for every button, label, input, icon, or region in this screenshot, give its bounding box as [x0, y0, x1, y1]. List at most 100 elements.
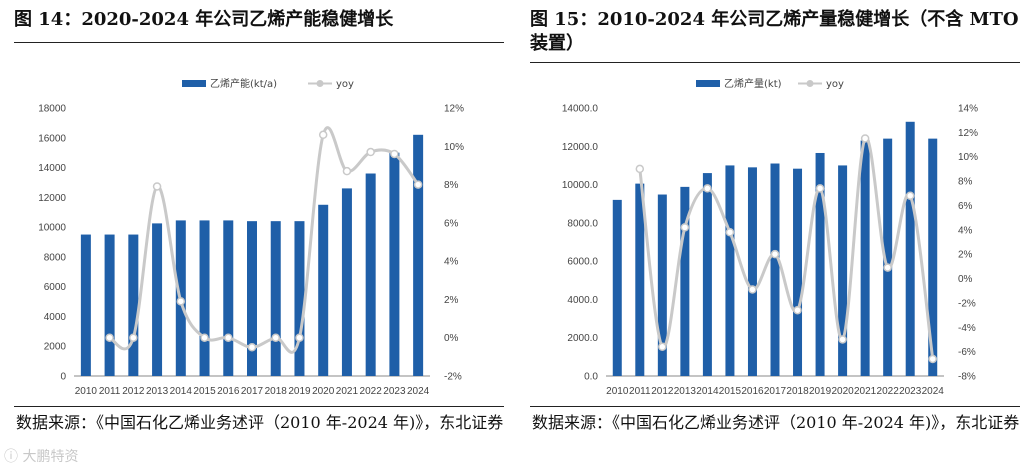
- bar-series: [80, 134, 424, 376]
- right-tick-label: -4%: [958, 323, 976, 334]
- left-tick-label: 2000.0: [567, 333, 598, 344]
- right-tick-label: -6%: [958, 347, 976, 358]
- bar: [199, 220, 210, 376]
- legend-line-label: yoy: [826, 79, 844, 90]
- left-tick-label: 0.0: [584, 372, 598, 383]
- yoy-point: [793, 305, 802, 315]
- figure-14-panel: 图 14：2020-2024 年公司乙烯产能稳健增长 乙烯产能(kt/a) yoy…: [14, 0, 514, 474]
- bar: [725, 165, 735, 376]
- left-tick-label: 4000: [44, 312, 67, 323]
- x-tick-label: 2018: [265, 386, 288, 397]
- right-tick-label: 6%: [958, 201, 973, 212]
- figure-14-source: 数据来源：《中国石化乙烯业务述评（2010 年-2024 年)》，东北证券: [16, 413, 504, 432]
- yoy-point: [680, 223, 690, 232]
- x-tick-label: 2014: [170, 386, 193, 397]
- bar: [612, 199, 622, 376]
- x-tick-label: 2020: [312, 386, 335, 397]
- bar: [247, 221, 257, 376]
- capacity-chart-svg: 乙烯产能(kt/a) yoy 0 2000 4000 6000 8000 10000 12000…: [38, 77, 464, 397]
- yoy-point: [318, 130, 328, 140]
- bar: [294, 221, 305, 376]
- bar: [223, 220, 234, 376]
- yoy-point: [883, 263, 892, 272]
- bar: [905, 121, 915, 376]
- bar: [747, 167, 757, 376]
- x-tick-label: 2021: [336, 386, 359, 397]
- figure-15-source: 数据来源：《中国石化乙烯业务述评（2010 年-2024 年)》，东北证券: [532, 413, 1020, 432]
- legend-bar-label: 乙烯产量(kt): [724, 77, 782, 90]
- left-tick-label: 6000: [44, 282, 67, 293]
- x-tick-label: 2016: [217, 386, 240, 397]
- left-tick-label: 0: [60, 372, 66, 383]
- legend-line-marker: [316, 80, 324, 87]
- right-axis-ticks: -2% 0% 2% 4% 6% 8% 10% 12%: [444, 104, 464, 383]
- left-tick-label: 10000.0: [562, 180, 599, 191]
- x-tick-label: 2019: [809, 386, 832, 397]
- bar: [413, 134, 424, 376]
- title-rule: [530, 62, 1020, 63]
- left-tick-label: 10000: [38, 223, 66, 234]
- right-tick-label: 0%: [958, 274, 973, 285]
- bar: [104, 234, 115, 376]
- yoy-point: [295, 333, 304, 342]
- legend-line-label: yoy: [336, 79, 354, 90]
- bar: [365, 173, 376, 376]
- left-tick-label: 14000: [38, 163, 66, 174]
- figure-15-chart: 乙烯产量(kt) yoy 0.0 2000.0 4000.0 6000.0 8000.0 10…: [530, 70, 1020, 402]
- legend-bar-label: 乙烯产能(kt/a): [210, 77, 277, 90]
- bar: [128, 234, 139, 376]
- x-tick-label: 2013: [146, 386, 169, 397]
- bar: [793, 168, 803, 376]
- bar: [341, 188, 352, 376]
- x-tick-label: 2010: [606, 386, 629, 397]
- right-tick-label: 12%: [444, 104, 464, 115]
- bar: [680, 186, 690, 376]
- figure-14-title: 图 14：2020-2024 年公司乙烯产能稳健增长: [14, 9, 394, 30]
- yoy-point: [770, 249, 780, 259]
- yoy-point: [129, 333, 138, 342]
- left-tick-label: 4000.0: [567, 295, 598, 306]
- figure-14-chart: 乙烯产能(kt/a) yoy 0 2000 4000 6000 8000 10000 12000…: [14, 70, 504, 402]
- yoy-point: [703, 184, 712, 193]
- x-tick-label: 2017: [241, 386, 264, 397]
- yoy-point: [366, 147, 375, 157]
- yoy-point: [413, 180, 423, 189]
- bar: [702, 173, 712, 376]
- figure-15-panel: 图 15：2010-2024 年公司乙烯产量稳健增长（不含 MTO 装置） 乙烯…: [530, 0, 1030, 474]
- bar: [318, 204, 329, 376]
- output-chart-svg: 乙烯产量(kt) yoy 0.0 2000.0 4000.0 6000.0 8000.0 10…: [562, 77, 978, 397]
- right-tick-label: 8%: [444, 180, 459, 191]
- x-tick-label: 2021: [854, 386, 877, 397]
- x-tick-label: 2023: [899, 386, 922, 397]
- right-axis-ticks: -8% -6% -4% -2% 0% 2% 4% 6% 8% 10% 12% 14%: [958, 104, 978, 383]
- right-tick-label: 4%: [958, 225, 973, 236]
- x-tick-label: 2013: [674, 386, 697, 397]
- legend-line-marker: [806, 80, 814, 87]
- right-tick-label: 14%: [958, 104, 978, 115]
- bar: [635, 183, 645, 376]
- left-axis-ticks: 0 2000 4000 6000 8000 10000 12000 14000 16000 180…: [38, 104, 66, 383]
- bar: [883, 138, 893, 376]
- yoy-point: [860, 134, 870, 143]
- left-tick-label: 14000.0: [562, 104, 599, 115]
- right-tick-label: 12%: [958, 128, 978, 139]
- right-tick-label: -2%: [958, 298, 976, 309]
- source-rule: [14, 406, 504, 407]
- x-tick-label: 2015: [719, 386, 742, 397]
- yoy-point: [247, 343, 257, 352]
- x-tick-label: 2024: [922, 386, 945, 397]
- yoy-point: [748, 285, 757, 294]
- yoy-point: [152, 182, 162, 191]
- right-tick-label: 2%: [958, 250, 973, 261]
- x-tick-label: 2014: [696, 386, 719, 397]
- bar: [838, 165, 848, 376]
- x-tick-label: 2023: [383, 386, 406, 397]
- yoy-point: [838, 335, 847, 344]
- right-tick-label: 8%: [958, 177, 973, 188]
- yoy-point: [176, 297, 186, 306]
- bar: [860, 140, 870, 376]
- watermark: ⓘ 大鹏特资: [4, 449, 79, 465]
- yoy-point: [200, 333, 209, 342]
- right-tick-label: -2%: [444, 372, 462, 383]
- bar: [152, 223, 163, 376]
